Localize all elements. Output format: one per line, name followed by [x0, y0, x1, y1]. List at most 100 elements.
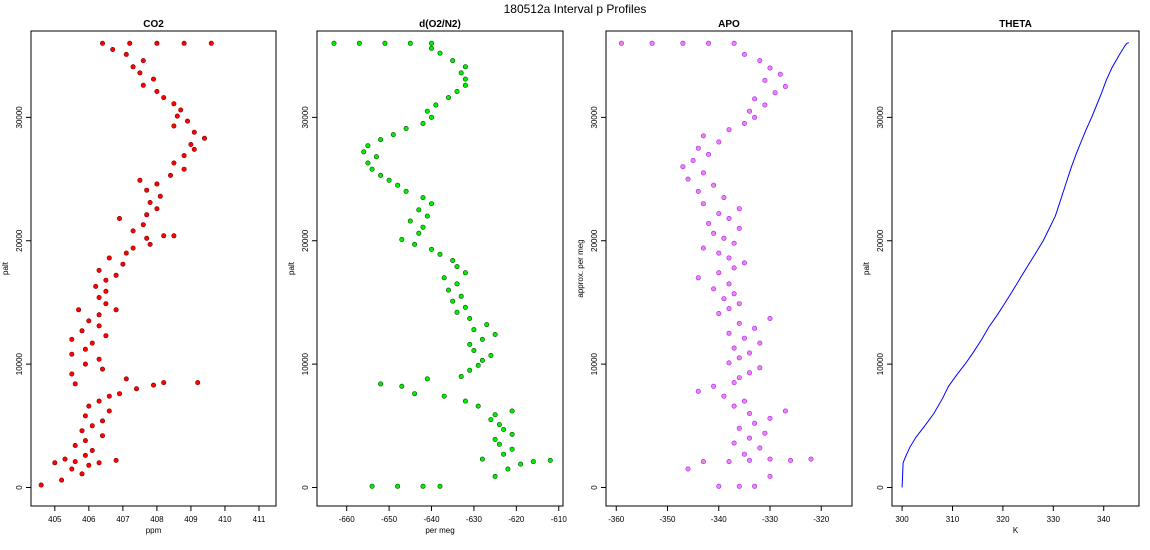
co2-data-point	[202, 135, 208, 141]
co2-title: CO2	[143, 19, 164, 30]
co2-data-point	[38, 482, 44, 488]
apo-data-point	[731, 380, 737, 386]
co2-data-point	[157, 193, 163, 199]
o2n2-data-point	[428, 40, 434, 46]
co2-data-point	[147, 200, 153, 206]
co2-data-point	[103, 301, 109, 307]
apo-y-tick-label: 30000	[590, 106, 599, 129]
apo-data-point	[782, 408, 788, 414]
co2-x-tick-label: 409	[184, 515, 198, 524]
apo-data-point	[716, 483, 722, 489]
co2-data-point	[79, 428, 85, 434]
o2n2-data-point	[496, 422, 502, 428]
co2-data-point	[106, 393, 112, 399]
co2-data-point	[130, 228, 136, 234]
apo-data-point	[695, 388, 701, 394]
co2-data-point	[168, 172, 174, 178]
o2n2-x-label: per meg	[425, 526, 454, 535]
co2-data-point	[171, 233, 177, 239]
co2-data-point	[134, 386, 140, 392]
figure-title: 180512a Interval p Profiles	[504, 2, 647, 16]
panel-co2: CO2 405 406 407 408 409 410 411 0 10000 20000 3000…	[1, 19, 277, 535]
apo-data-point	[736, 225, 742, 231]
co2-data-point	[154, 89, 160, 95]
o2n2-data-point	[412, 391, 418, 397]
co2-x-tick-label: 411	[253, 515, 266, 524]
co2-data-point	[110, 46, 116, 52]
co2-data-point	[96, 323, 102, 329]
apo-plot-frame	[605, 30, 853, 507]
o2n2-x-tick-label: -620	[508, 515, 525, 524]
co2-data-point	[161, 233, 167, 239]
theta-title: THETA	[999, 19, 1032, 30]
o2n2-data-point	[484, 322, 490, 328]
apo-data-point	[721, 296, 727, 302]
o2n2-marks	[331, 40, 553, 489]
co2-data-point	[151, 382, 157, 388]
o2n2-data-point	[424, 108, 430, 114]
o2n2-y-label: palt	[287, 261, 296, 275]
co2-data-point	[69, 371, 75, 377]
theta-axes: 300 310 320 330 340 0 10000 20000 30000	[876, 106, 1111, 524]
o2n2-data-point	[428, 246, 434, 252]
o2n2-data-point	[492, 436, 498, 442]
apo-data-point	[741, 398, 747, 404]
o2n2-data-point	[378, 381, 384, 387]
apo-title: APO	[718, 19, 740, 30]
co2-data-point	[69, 351, 75, 357]
co2-data-point	[127, 40, 133, 46]
co2-data-point	[113, 457, 119, 463]
apo-data-point	[767, 473, 773, 479]
o2n2-data-point	[462, 398, 468, 404]
co2-data-point	[130, 64, 136, 70]
apo-data-point	[731, 291, 737, 297]
apo-data-point	[726, 330, 732, 336]
co2-data-point	[62, 456, 68, 462]
o2n2-data-point	[441, 393, 447, 399]
apo-data-point	[726, 360, 732, 366]
co2-data-point	[89, 340, 95, 346]
o2n2-data-point	[492, 473, 498, 479]
apo-data-point	[741, 121, 747, 127]
o2n2-data-point	[501, 451, 507, 457]
o2n2-data-point	[365, 160, 371, 166]
o2n2-x-tick-label: -650	[381, 515, 398, 524]
apo-marks	[618, 40, 814, 489]
o2n2-y-tick-label: 20000	[301, 229, 310, 252]
apo-data-point	[746, 350, 752, 356]
o2n2-data-point	[356, 40, 362, 46]
co2-data-point	[96, 460, 102, 466]
o2n2-data-point	[475, 362, 481, 368]
o2n2-data-point	[373, 154, 379, 160]
o2n2-data-point	[378, 172, 384, 178]
apo-data-point	[716, 250, 722, 256]
theta-x-tick-label: 340	[1097, 515, 1111, 524]
apo-data-point	[731, 240, 737, 246]
o2n2-data-point	[428, 114, 434, 120]
o2n2-data-point	[420, 121, 426, 127]
co2-data-point	[161, 95, 167, 101]
apo-data-point	[716, 139, 722, 145]
apo-data-point	[726, 306, 732, 312]
theta-profile-line	[901, 42, 1130, 488]
apo-data-point	[736, 483, 742, 489]
o2n2-data-point	[458, 70, 464, 76]
apo-data-point	[757, 445, 763, 451]
co2-data-point	[117, 391, 123, 397]
o2n2-x-tick-label: -610	[551, 515, 568, 524]
apo-data-point	[711, 286, 717, 292]
co2-data-point	[140, 82, 146, 88]
apo-data-point	[695, 145, 701, 151]
o2n2-data-point	[390, 132, 396, 138]
co2-data-point	[89, 447, 95, 453]
apo-data-point	[752, 114, 758, 120]
o2n2-data-point	[399, 383, 405, 389]
o2n2-data-point	[450, 298, 456, 304]
o2n2-data-point	[403, 126, 409, 132]
apo-data-point	[746, 370, 752, 376]
panel-o2n2: d(O2/N2) -660 -650 -640 -630 -620 -610 0 10000 2…	[287, 19, 567, 535]
co2-data-point	[93, 283, 99, 289]
co2-data-point	[144, 187, 150, 193]
o2n2-data-point	[479, 357, 485, 363]
co2-data-point	[181, 40, 187, 46]
